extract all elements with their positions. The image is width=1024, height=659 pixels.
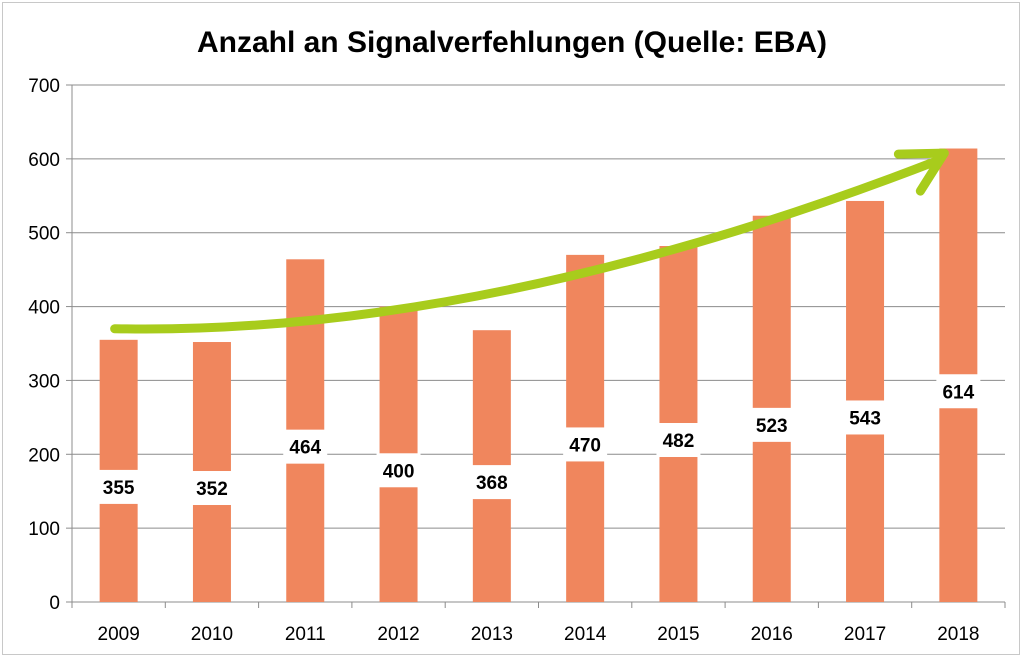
y-tick-label-400: 400 xyxy=(28,298,60,319)
data-label-2018: 614 xyxy=(942,382,974,403)
y-tick-label-200: 200 xyxy=(28,445,60,466)
y-tick-label-300: 300 xyxy=(28,371,60,392)
x-tick-label-2009: 2009 xyxy=(98,624,140,645)
bars xyxy=(99,148,978,602)
x-tick-label-2013: 2013 xyxy=(471,624,513,645)
y-tick-label-0: 0 xyxy=(49,593,60,614)
trend-arrow xyxy=(110,148,949,334)
data-label-2016: 523 xyxy=(756,416,788,437)
data-label-2010: 352 xyxy=(196,479,228,500)
x-tick-label-2015: 2015 xyxy=(657,624,699,645)
data-label-box-2012 xyxy=(376,453,421,488)
x-tick-label-2018: 2018 xyxy=(937,624,979,645)
trend-arrow-head xyxy=(893,148,949,196)
x-tick-label-2010: 2010 xyxy=(191,624,233,645)
data-label-box-2013 xyxy=(469,465,514,500)
data-label-box-2010 xyxy=(189,471,234,506)
data-label-box-2017 xyxy=(843,400,888,435)
y-tick-label-700: 700 xyxy=(28,76,60,97)
data-label-2011: 464 xyxy=(289,438,321,459)
x-tick-label-2014: 2014 xyxy=(564,624,607,645)
data-label-box-2009 xyxy=(96,469,141,504)
trend-arrow-shaft xyxy=(110,156,941,334)
y-tick-label-600: 600 xyxy=(28,150,60,171)
data-label-2013: 368 xyxy=(476,473,508,494)
data-label-box-2018 xyxy=(936,374,981,409)
x-tick-label-2012: 2012 xyxy=(377,624,419,645)
data-label-box-2011 xyxy=(283,429,328,464)
x-axis: 2009 2010 2011 2012 2013 2014 2015 2016 2017 2018 xyxy=(71,601,1006,645)
x-tick-label-2016: 2016 xyxy=(751,624,793,645)
data-label-2017: 543 xyxy=(849,408,881,429)
y-tick-label-500: 500 xyxy=(28,224,60,245)
data-label-2015: 482 xyxy=(663,431,695,452)
data-label-2014: 470 xyxy=(569,435,601,456)
x-tick-label-2011: 2011 xyxy=(285,624,326,645)
y-axis: 0 100 200 300 400 500 600 700 xyxy=(28,76,73,614)
data-label-box-2015 xyxy=(656,423,701,458)
chart-title: Anzahl an Signalverfehlungen (Quelle: EB… xyxy=(197,26,827,59)
data-label-box-2016 xyxy=(749,407,794,442)
data-label-2009: 355 xyxy=(103,478,135,499)
data-labels: 355 352 464 400 368 470 482 523 543 614 xyxy=(96,374,981,506)
data-label-box-2014 xyxy=(563,427,608,462)
data-label-2012: 400 xyxy=(383,461,415,482)
y-tick-label-100: 100 xyxy=(28,519,60,540)
x-tick-label-2017: 2017 xyxy=(844,624,886,645)
